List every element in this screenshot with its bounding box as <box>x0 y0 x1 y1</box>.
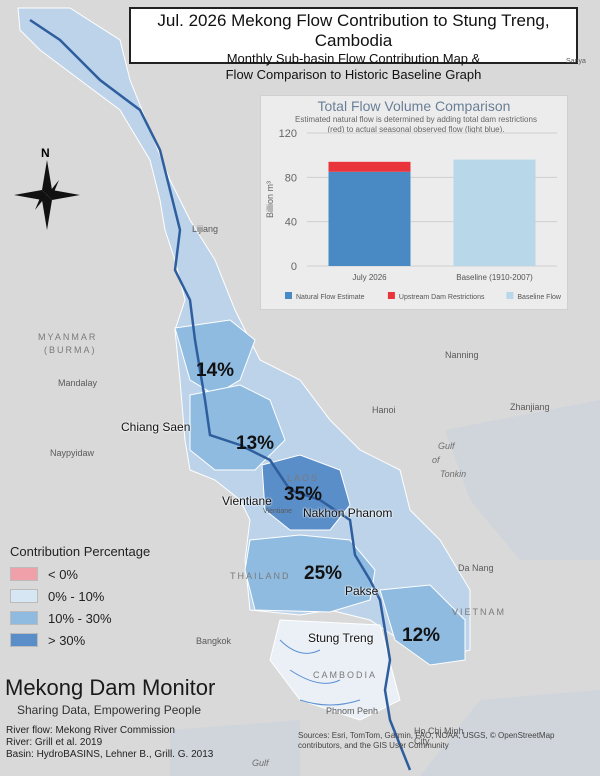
south-china-sea-water <box>420 690 600 776</box>
chart-bar <box>453 159 536 266</box>
contribution-label-12: 12% <box>402 625 441 646</box>
chart-subtitle: Estimated natural flow is determined by … <box>295 115 537 134</box>
brand-block: Mekong Dam Monitor Sharing Data, Empower… <box>5 675 215 717</box>
contribution-label-14: 14% <box>196 360 235 381</box>
contribution-label-35: 35% <box>284 484 323 505</box>
map-sources: Sources: Esri, TomTom, Garmin, FAO, NOAA… <box>298 731 555 750</box>
chart-xtick-label: July 2026 <box>352 273 387 282</box>
north-arrow-icon: N <box>14 146 80 232</box>
place-ho-chi-minh: Ho Chi Minh City <box>414 726 464 746</box>
brand-tagline: Sharing Data, Empowering People <box>17 703 202 717</box>
sea-gulf: Gulf <box>438 441 455 451</box>
legend-label: 0% - 10% <box>48 588 105 604</box>
country-burma: (BURMA) <box>44 345 97 355</box>
country-cambodia: CAMBODIA <box>313 670 378 680</box>
chart-ytick-label: 80 <box>285 172 297 184</box>
contribution-label-25: 25% <box>304 563 343 584</box>
map-subtitle-2: Flow Comparison to Historic Baseline Gra… <box>225 67 482 82</box>
map-subtitle-1: Monthly Sub-basin Flow Contribution Map … <box>226 51 481 66</box>
place-zhanjiang: Zhanjiang <box>510 402 550 412</box>
sea-gulf-thailand: Gulf <box>252 758 269 768</box>
legend-swatch <box>10 633 38 647</box>
place-vientiane-small: Vientiane <box>263 508 293 515</box>
station-pakse: Pakse <box>345 584 379 598</box>
credit-line-2: River: Grill et al. 2019 <box>6 737 103 748</box>
chart-legend-label: Natural Flow Estimate <box>296 294 365 301</box>
legend-item: < 0% <box>10 563 150 585</box>
legend-label: < 0% <box>48 566 78 582</box>
contribution-label-13: 13% <box>236 433 275 454</box>
subbasin-12 <box>379 584 466 666</box>
place-sanya: Sanya <box>566 58 586 65</box>
legend-item: > 30% <box>10 629 150 651</box>
legend-swatch <box>10 589 38 603</box>
compass-rose-icon <box>14 160 80 230</box>
legend-item: 10% - 30% <box>10 607 150 629</box>
place-nanning: Nanning <box>445 350 479 360</box>
chart-bar <box>328 171 411 266</box>
chart-xtick-label: Baseline (1910-2007) <box>456 273 533 282</box>
flow-chart: 0 40 80 120 Billion m³ July 2026 Baseline (191… <box>265 128 562 301</box>
legend-label: > 30% <box>48 632 86 648</box>
data-credits: River flow: Mekong River Commission Rive… <box>6 725 213 761</box>
country-myanmar: MYANMAR <box>38 332 98 342</box>
brand-name: Mekong Dam Monitor <box>5 675 216 700</box>
chart-ytick-label: 0 <box>291 261 297 273</box>
mekong-mainstem <box>29 18 412 771</box>
country-laos: LAOS <box>287 473 320 483</box>
downstream-basin <box>269 619 401 721</box>
place-mandalay: Mandalay <box>58 378 98 388</box>
place-lijiang: Lijiang <box>192 224 219 234</box>
chart-title: Total Flow Volume Comparison <box>317 98 511 114</box>
sea-tonkin: Tonkin <box>440 469 467 479</box>
chart-legend-swatch <box>387 292 395 299</box>
legend-item: 0% - 10% <box>10 585 150 607</box>
place-da-nang: Da Nang <box>458 563 494 573</box>
credit-line-3: Basin: HydroBASINS, Lehner B., Grill. G.… <box>6 749 214 760</box>
title-box: Jul. 2026 Mekong Flow Contribution to St… <box>129 7 578 82</box>
station-vientiane: Vientiane <box>222 494 272 508</box>
country-vietnam: VIETNAM <box>452 607 507 617</box>
chart-ytick-label: 120 <box>279 128 297 140</box>
subbasin-13 <box>189 384 286 471</box>
legend-swatch <box>10 567 38 581</box>
place-bangkok: Bangkok <box>196 636 232 646</box>
subbasin-35 <box>261 454 351 531</box>
place-phnom-penh: Phnom Penh <box>326 706 379 716</box>
subbasin-25 <box>244 534 376 613</box>
gulf-of-tonkin-water <box>445 400 600 560</box>
chart-ylabel: Billion m³ <box>265 181 275 218</box>
legend-title: Contribution Percentage <box>10 544 151 559</box>
station-nakhon-phanom: Nakhon Phanom <box>303 506 393 520</box>
station-stung-treng: Stung Treng <box>308 631 374 645</box>
legend-swatch <box>10 611 38 625</box>
chart-legend-label: Baseline Flow <box>517 294 562 301</box>
chart-legend-swatch <box>506 292 514 299</box>
contribution-legend: Contribution Percentage < 0% 0% - 10% 10… <box>10 544 150 651</box>
chart-bar <box>328 161 411 172</box>
sea-of: of <box>432 455 440 465</box>
gulf-of-thailand-water <box>170 720 300 776</box>
country-thailand: THAILAND <box>230 571 291 581</box>
station-chiang-saen: Chiang Saen <box>121 420 191 434</box>
chart-legend-swatch <box>285 292 292 299</box>
tributaries <box>279 639 361 706</box>
place-naypyidaw: Naypyidaw <box>50 448 95 458</box>
chart-legend-label: Upstream Dam Restrictions <box>399 294 485 301</box>
chart-ytick-label: 40 <box>285 217 297 229</box>
credit-line-1: River flow: Mekong River Commission <box>6 725 175 736</box>
flow-chart-panel: Total Flow Volume Comparison Estimated n… <box>260 95 568 310</box>
north-label: N <box>41 146 50 160</box>
legend-label: 10% - 30% <box>48 610 112 626</box>
place-hanoi: Hanoi <box>372 405 396 415</box>
map-title: Jul. 2026 Mekong Flow Contribution to St… <box>157 11 550 50</box>
